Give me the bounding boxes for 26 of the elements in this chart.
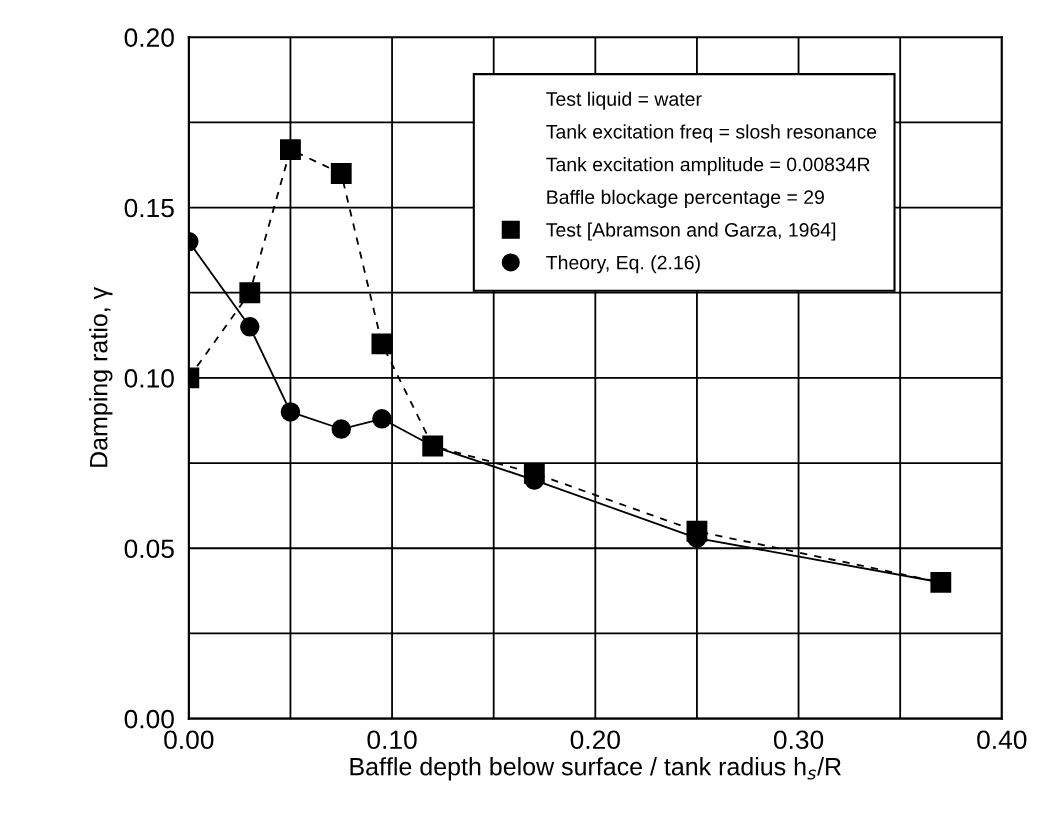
y-tick-label: 0.15: [124, 198, 174, 218]
y-tick-label: 0.10: [124, 369, 174, 388]
x-tick-label: 0.00: [164, 730, 214, 750]
point: [331, 419, 351, 439]
point: [372, 409, 392, 429]
point: [330, 163, 352, 184]
x-tick-label: 0.40: [977, 730, 1027, 750]
point: [280, 402, 301, 422]
y-axis-title: Damping ratio, γ: [89, 286, 113, 467]
x-tick-label: 0.20: [570, 730, 620, 750]
y-tick-label: 0.00: [124, 709, 174, 729]
point: [280, 139, 301, 161]
annotation: Baffle blockage percentage = 29: [547, 189, 824, 208]
annotation: Tank excitation freq = slosh resonance: [546, 124, 877, 143]
point: [240, 317, 260, 337]
annotation: Test liquid = water: [546, 91, 702, 110]
y-tick-label: 0.05: [124, 539, 174, 559]
y-tick-label: 0.20: [124, 28, 174, 47]
point: [239, 282, 261, 304]
x-tick-label: 0.30: [773, 730, 824, 750]
legend-label: Theory, Eq. (2.16): [546, 255, 700, 274]
legend-label: Test [Abramson and Garza, 1964]: [546, 222, 836, 241]
x-tick-label: 0.10: [367, 730, 417, 750]
annotation: Tank excitation amplitude = 0.00834R: [546, 157, 870, 176]
x-axis-title: Baffle depth below surface / tank radius h$_{s}$/R: [350, 757, 841, 781]
point: [371, 333, 393, 355]
